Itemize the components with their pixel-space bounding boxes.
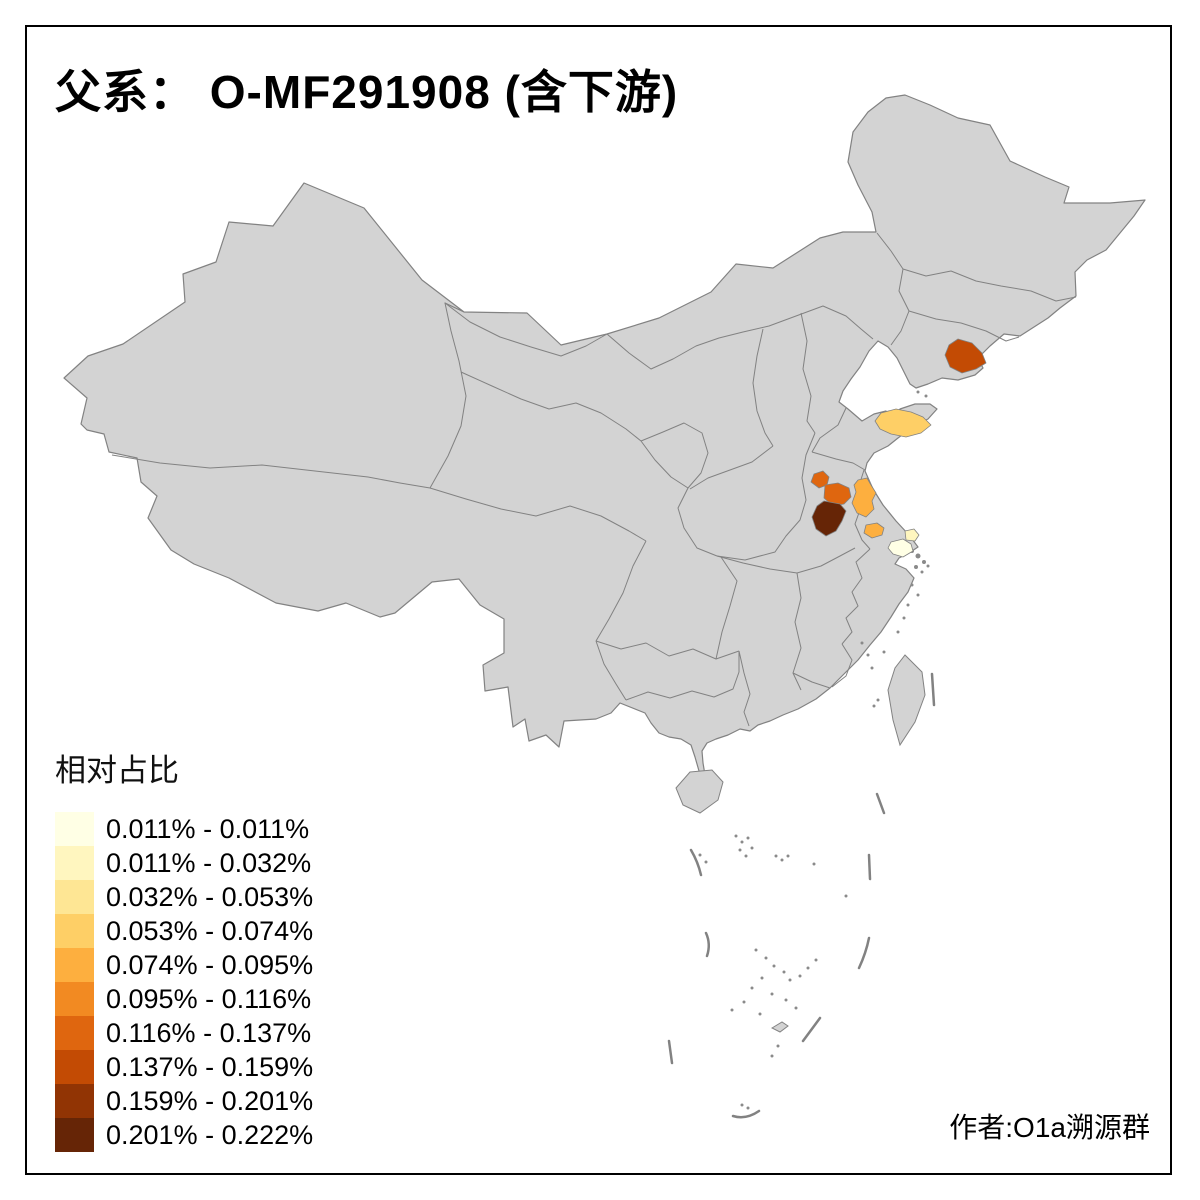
legend-label: 0.116% - 0.137% bbox=[106, 1017, 312, 1048]
legend-item: 0.011% - 0.032% bbox=[55, 846, 313, 880]
island-dots bbox=[698, 390, 930, 1110]
map-region-north-anhui-mid bbox=[823, 482, 852, 507]
legend-swatch bbox=[55, 846, 94, 880]
legend-label: 0.074% - 0.095% bbox=[106, 949, 314, 980]
islands bbox=[675, 654, 926, 1033]
legend-swatch bbox=[55, 1016, 94, 1050]
map-region-north-jiangsu bbox=[851, 477, 877, 518]
hainan-island bbox=[675, 769, 724, 814]
legend-item: 0.032% - 0.053% bbox=[55, 880, 313, 914]
legend-label: 0.159% - 0.201% bbox=[106, 1085, 314, 1116]
legend-swatch bbox=[55, 914, 94, 948]
legend-item: 0.116% - 0.137% bbox=[55, 1016, 313, 1050]
legend-swatch bbox=[55, 948, 94, 982]
legend-label: 0.201% - 0.222% bbox=[106, 1119, 314, 1150]
legend-swatch bbox=[55, 1084, 94, 1118]
nine-dash-line bbox=[667, 672, 936, 1119]
legend-item: 0.095% - 0.116% bbox=[55, 982, 313, 1016]
legend-item: 0.201% - 0.222% bbox=[55, 1118, 313, 1152]
legend: 相对占比 0.011% - 0.011% 0.011% - 0.032% 0.0… bbox=[55, 745, 313, 1152]
map-title: 父系： O-MF291908 (含下游) bbox=[55, 66, 679, 118]
legend-item: 0.053% - 0.074% bbox=[55, 914, 313, 948]
legend-swatch bbox=[55, 1118, 94, 1152]
legend-item: 0.074% - 0.095% bbox=[55, 948, 313, 982]
legend-label: 0.011% - 0.011% bbox=[106, 813, 310, 844]
legend-label: 0.011% - 0.032% bbox=[106, 847, 312, 878]
legend-label: 0.053% - 0.074% bbox=[106, 915, 314, 946]
legend-item: 0.137% - 0.159% bbox=[55, 1050, 313, 1084]
taiwan-island bbox=[887, 654, 926, 747]
legend-swatch bbox=[55, 880, 94, 914]
map-region-liaodong-coastal bbox=[944, 338, 987, 374]
province-borders bbox=[111, 232, 1077, 727]
legend-label: 0.032% - 0.053% bbox=[106, 881, 314, 912]
legend-title: 相对占比 bbox=[55, 753, 179, 788]
itu-aba-island bbox=[770, 1021, 789, 1033]
map-region-nantong-lower bbox=[887, 538, 914, 558]
legend-item: 0.011% - 0.011% bbox=[55, 812, 313, 846]
choropleth-regions bbox=[810, 338, 987, 558]
legend-swatch bbox=[55, 812, 94, 846]
map-region-central-anhui bbox=[811, 500, 847, 537]
map-region-nantong-upper bbox=[904, 528, 920, 542]
legend-swatch bbox=[55, 982, 94, 1016]
mainland-china bbox=[63, 94, 1146, 776]
map-region-central-jiangsu bbox=[863, 522, 885, 539]
legend-label: 0.095% - 0.116% bbox=[106, 983, 312, 1014]
map-region-jiaodong-shandong bbox=[874, 408, 932, 438]
legend-label: 0.137% - 0.159% bbox=[106, 1051, 314, 1082]
legend-item: 0.159% - 0.201% bbox=[55, 1084, 313, 1118]
author-credit: 作者:O1a溯源群 bbox=[949, 1112, 1150, 1143]
legend-swatch bbox=[55, 1050, 94, 1084]
